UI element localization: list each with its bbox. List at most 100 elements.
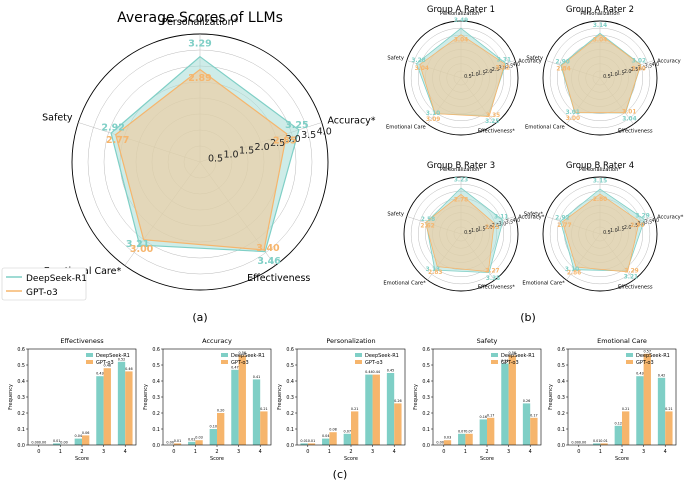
radar-data-label: 2.92 — [101, 122, 124, 133]
x-axis-label: Score — [615, 456, 629, 462]
radar-axis-label: Personalization — [580, 11, 619, 17]
y-tick-label: 0.1 — [152, 427, 160, 433]
bar-gpt-o3 — [394, 403, 402, 445]
y-axis-label: Frequency — [548, 384, 554, 410]
radar-tick-label: 1.0 — [471, 72, 479, 78]
radar-tick-label: 0.5 — [464, 74, 472, 80]
bar-gpt-o3 — [217, 413, 225, 445]
radar-axis-label: Effectiveness* — [478, 285, 516, 291]
bar-deepseek-r1 — [96, 376, 104, 445]
bar-chart-personalization: Personalization 0.0 0.1 0.2 0.3 0.4 0.5 0.6 Freq… — [277, 337, 406, 462]
radar-axis-label: Accuracy* — [327, 116, 375, 127]
legend-label: DeepSeek-R1 — [26, 274, 87, 284]
bar-value-label: 0.00 — [571, 441, 579, 445]
y-tick-label: 0.1 — [422, 427, 430, 433]
legend-swatch — [86, 353, 93, 357]
radar-data-label: 2.92 — [555, 215, 569, 221]
radar-tick-label: 2.5 — [631, 67, 639, 73]
radar-data-label: 3.11 — [494, 214, 508, 220]
radar-data-label: 3.04 — [593, 38, 607, 44]
legend-swatch — [221, 360, 228, 364]
radar-axis-label: Safety — [526, 55, 543, 61]
legend-label: DeepSeek-R1 — [501, 353, 535, 359]
radar-tick-label: 1.5 — [617, 71, 625, 77]
y-tick-label: 0.3 — [17, 395, 25, 401]
y-tick-label: 0.1 — [17, 427, 25, 433]
bar-deepseek-r1 — [322, 438, 330, 445]
legend-label: GPT-o3 — [636, 360, 654, 366]
radar-group-b-rater-3: Group B Rater 3 0.5 1.0 1.5 2.0 2.5 3.0 3.5 4.0 P… — [383, 161, 545, 292]
x-tick-label: 3 — [507, 449, 510, 455]
radar-data-label: 3.25 — [485, 119, 499, 125]
radar-axis-label: Accuracy* — [518, 214, 545, 220]
legend-box — [1, 267, 87, 301]
radar-tick-label: 0.5 — [208, 153, 223, 164]
bar-value-label: 0.00 — [31, 441, 39, 445]
bar-gpt-o3 — [622, 411, 630, 445]
bar-value-label: 0.03 — [195, 436, 203, 440]
y-tick-label: 0.6 — [422, 347, 430, 353]
radar-tick-label: 3.0 — [638, 221, 646, 227]
radar-tick-label: 3.5 — [301, 130, 316, 141]
x-tick-label: 1 — [464, 449, 467, 455]
radar-data-label: 3.29 — [635, 214, 649, 220]
bar-gpt-o3 — [372, 374, 380, 445]
bar-gpt-o3 — [508, 355, 516, 445]
radar-data-label: 2.90 — [630, 223, 644, 229]
bar-value-label: 0.51 — [501, 359, 509, 363]
radar-data-label: 2.90 — [556, 59, 570, 65]
radar-axis-label: Accuracy — [518, 58, 542, 64]
bar-value-label: 0.42 — [658, 373, 666, 377]
bar-gpt-o3 — [351, 411, 359, 445]
bar-deepseek-r1 — [365, 374, 373, 445]
radar-data-label: 2.78 — [454, 197, 468, 203]
radar-group-a-rater-2: Group A Rater 2 0.5 1.0 1.5 2.0 2.5 3.0 3.5 4.0 P… — [525, 5, 681, 136]
radar-series-gpt-o3 — [419, 34, 506, 118]
radar-axis-label: Safety — [42, 113, 73, 124]
panel-label-b: (b) — [520, 311, 536, 324]
radar-data-label: 3.31 — [497, 57, 511, 63]
bar-value-label: 0.52 — [118, 357, 126, 361]
bar-value-label: 0.02 — [188, 437, 196, 441]
x-tick-label: 0 — [442, 449, 445, 455]
bar-value-label: 0.21 — [622, 407, 630, 411]
radar-data-label: 3.27 — [485, 268, 499, 274]
y-tick-label: 0.6 — [557, 347, 565, 353]
bar-deepseek-r1 — [343, 433, 351, 445]
panel-label-a: (a) — [192, 311, 207, 324]
radar-tick-label: 3.0 — [638, 65, 646, 71]
legend-swatch — [491, 353, 498, 357]
y-tick-label: 0.1 — [286, 427, 294, 433]
bar-value-label: 0.43 — [96, 372, 104, 376]
x-axis-label: Score — [344, 456, 358, 462]
radar-data-label: 2.86 — [567, 271, 581, 277]
bar-value-label: 0.01 — [53, 439, 61, 443]
legend-label: GPT-o3 — [365, 360, 383, 366]
x-tick-label: 4 — [259, 449, 262, 455]
x-tick-label: 3 — [102, 449, 105, 455]
bar-gpt-o3 — [238, 355, 246, 445]
radar-tick-label: 2.5 — [492, 223, 500, 229]
radar-series-gpt-o3 — [115, 68, 288, 251]
bar-gpt-o3 — [465, 433, 473, 445]
legend-swatch — [221, 353, 228, 357]
legend-swatch — [626, 360, 633, 364]
radar-data-label: 3.10 — [565, 267, 579, 273]
x-tick-label: 2 — [215, 449, 218, 455]
radar-data-label: 3.04 — [454, 38, 468, 44]
radar-title: Group B Rater 4 — [566, 161, 634, 171]
radar-tick-label: 3.5 — [506, 64, 514, 70]
x-axis-label: Score — [75, 456, 89, 462]
bar-gpt-o3 — [173, 443, 182, 445]
radar-data-label: 3.23 — [454, 178, 468, 184]
bar-value-label: 0.48 — [103, 364, 111, 368]
bar-value-label: 0.07 — [344, 429, 352, 433]
x-tick-label: 2 — [485, 449, 488, 455]
radar-data-label: 3.49 — [454, 18, 468, 24]
radar-data-label: 3.09 — [426, 117, 440, 123]
bar-value-label: 0.06 — [82, 431, 90, 435]
radar-tick-label: 1.5 — [478, 71, 486, 77]
legend-label: DeepSeek-R1 — [636, 353, 670, 359]
bar-deepseek-r1 — [636, 376, 644, 445]
bar-value-label: 0.00 — [60, 441, 68, 445]
